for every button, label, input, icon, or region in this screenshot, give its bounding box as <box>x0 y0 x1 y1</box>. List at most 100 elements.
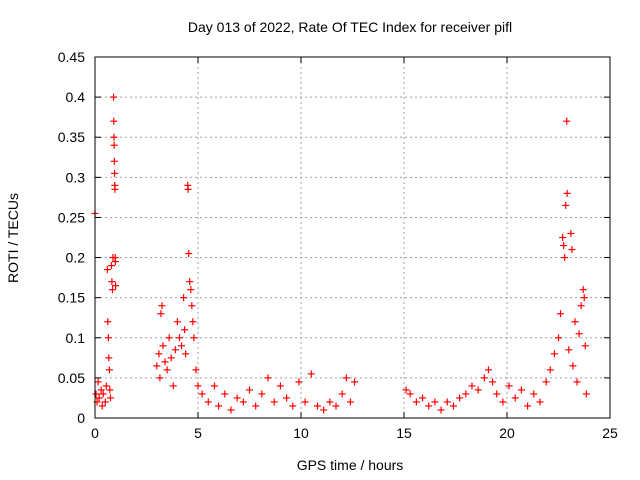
data-point <box>569 362 577 370</box>
data-point <box>95 394 103 402</box>
y-tick-label: 0.3 <box>66 169 86 185</box>
data-point <box>107 262 115 270</box>
x-tick-label: 15 <box>396 425 412 441</box>
data-point <box>406 390 414 398</box>
data-point <box>351 378 359 386</box>
data-point <box>112 282 120 290</box>
data-point <box>571 318 579 326</box>
data-point <box>194 382 202 390</box>
data-point <box>560 242 568 250</box>
data-point <box>181 326 189 334</box>
data-point <box>573 378 581 386</box>
data-point <box>227 406 235 414</box>
x-tick-labels: 0 5 10 15 20 25 <box>91 425 618 441</box>
data-point <box>153 362 161 370</box>
data-point <box>106 386 114 394</box>
data-point <box>561 254 569 262</box>
data-point <box>184 185 192 193</box>
data-point <box>111 185 119 193</box>
data-point <box>431 398 439 406</box>
y-tick-label: 0.15 <box>58 290 85 306</box>
data-point <box>110 93 118 101</box>
data-point <box>110 141 118 149</box>
x-tick-label: 5 <box>194 425 202 441</box>
y-tick-label: 0.2 <box>66 250 86 266</box>
x-tick-label: 25 <box>602 425 618 441</box>
data-point <box>92 390 100 398</box>
data-point <box>542 378 550 386</box>
data-point <box>104 318 112 326</box>
data-point <box>565 346 573 354</box>
data-point <box>186 278 194 286</box>
data-point <box>480 374 488 382</box>
data-point <box>156 374 164 382</box>
data-point <box>108 278 116 286</box>
data-point <box>111 258 119 266</box>
y-tick-label: 0.1 <box>66 330 86 346</box>
data-point <box>185 250 193 258</box>
data-point <box>342 374 350 382</box>
data-point <box>161 358 169 366</box>
data-point <box>484 366 492 374</box>
data-point <box>425 402 433 410</box>
data-point <box>157 310 165 318</box>
data-point <box>563 117 571 125</box>
data-point <box>443 398 451 406</box>
data-point <box>579 286 587 294</box>
data-point <box>175 334 183 342</box>
data-point <box>167 354 175 362</box>
data-point <box>402 386 410 394</box>
data-point <box>165 334 173 342</box>
data-point <box>94 378 102 386</box>
chart-title: Day 013 of 2022, Rate Of TEC Index for r… <box>188 19 512 35</box>
data-point <box>103 266 111 274</box>
data-point <box>289 402 297 410</box>
data-point <box>239 398 247 406</box>
data-point <box>163 366 171 374</box>
data-point <box>468 382 476 390</box>
y-tick-label: 0 <box>77 410 85 426</box>
data-point <box>546 366 554 374</box>
data-point <box>104 334 112 342</box>
data-point <box>189 318 197 326</box>
y-tick-label: 0.05 <box>58 370 85 386</box>
data-point <box>559 234 567 241</box>
data-point <box>437 406 445 414</box>
data-point <box>582 390 590 398</box>
data-point <box>258 390 266 398</box>
data-point <box>568 246 576 254</box>
data-point <box>462 390 470 398</box>
data-point <box>456 394 464 402</box>
data-point <box>562 201 570 209</box>
data-point <box>233 394 241 402</box>
data-point <box>493 390 501 398</box>
data-point <box>580 294 588 302</box>
data-point <box>182 350 190 358</box>
data-point <box>97 386 105 394</box>
data-point <box>246 386 253 394</box>
data-point <box>110 117 118 125</box>
plot-area-border <box>94 56 611 419</box>
data-point <box>98 402 106 410</box>
data-point <box>198 390 206 398</box>
data-point <box>155 350 163 358</box>
data-point <box>530 390 538 398</box>
data-point <box>474 386 482 394</box>
x-tick-label: 20 <box>499 425 515 441</box>
data-point <box>188 302 196 310</box>
data-point <box>110 133 118 141</box>
data-point <box>106 394 114 402</box>
data-point <box>102 382 110 390</box>
data-point <box>524 402 532 410</box>
data-point <box>169 382 177 390</box>
y-tick-label: 0.4 <box>66 89 86 105</box>
data-point <box>581 342 589 350</box>
data-point <box>536 398 544 406</box>
data-point <box>178 342 186 350</box>
data-point <box>105 366 113 374</box>
data-point <box>105 354 113 362</box>
data-point <box>517 386 525 394</box>
data-point <box>550 350 558 358</box>
data-point <box>221 390 229 398</box>
data-point <box>101 398 109 406</box>
